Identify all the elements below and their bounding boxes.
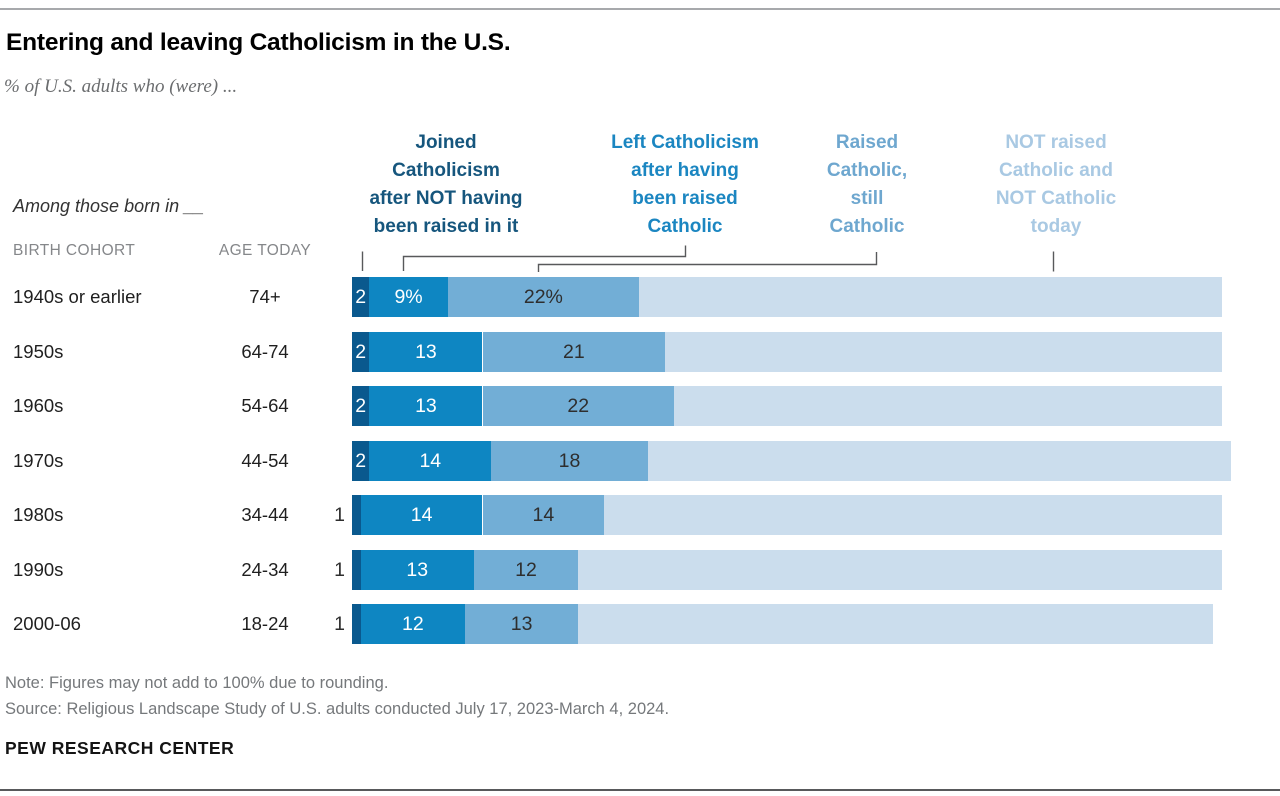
bar-segment-joined: 2 xyxy=(352,441,370,481)
legend-line: Raised xyxy=(835,132,899,153)
bar-segment-not-raised xyxy=(639,277,1222,317)
legend-line: Catholic, xyxy=(826,160,908,181)
bar-segment-left: 14 xyxy=(369,441,492,481)
bar-segment-not-raised xyxy=(665,332,1222,372)
legend-line: after NOT having xyxy=(369,188,523,209)
age-today-label: 54-64 xyxy=(241,395,289,416)
bar-segment-left: 12 xyxy=(360,604,466,644)
age-today-label: 64-74 xyxy=(241,341,289,362)
legend-line: Catholicism xyxy=(392,160,500,181)
age-today-label: 24-34 xyxy=(241,559,289,580)
bottom-divider xyxy=(0,789,1280,791)
bar-segment-joined xyxy=(352,604,361,644)
bar-segment-raised-still: 13 xyxy=(465,604,579,644)
chart-subtitle: % of U.S. adults who (were) ... xyxy=(4,76,238,97)
legend-line: after having xyxy=(631,160,739,181)
legend-line: NOT raised xyxy=(1005,132,1107,153)
bar-segment-joined: 2 xyxy=(352,277,370,317)
age-today-label: 74+ xyxy=(249,286,281,307)
page-title: Entering and leaving Catholicism in the … xyxy=(6,29,511,56)
birth-cohort-label: 1960s xyxy=(13,395,64,416)
birth-cohort-label: 1940s or earlier xyxy=(13,286,142,307)
bar-segment-not-raised xyxy=(578,604,1214,644)
bar-segment-joined: 2 xyxy=(352,386,370,426)
legend-joined: Joined Catholicism after NOT having been ra… xyxy=(366,129,526,241)
bar-segment-not-raised xyxy=(647,441,1231,481)
bar-value-label: 1 xyxy=(334,613,345,635)
column-header-age-today: AGE TODAY xyxy=(218,242,312,259)
bar-segment-left: 14 xyxy=(360,495,483,535)
legend-line: been raised xyxy=(632,188,738,209)
legend-left: Left Catholicism after having been raised C… xyxy=(611,129,759,241)
birth-cohort-label: 1990s xyxy=(13,559,64,580)
legend-line: today xyxy=(1030,216,1082,237)
bar-segment-not-raised xyxy=(604,495,1222,535)
top-divider xyxy=(0,8,1280,10)
stacked-bar: 1121373 xyxy=(334,604,1252,644)
group-label: Among those born in __ xyxy=(13,196,205,216)
legend-line: Joined xyxy=(415,132,477,153)
column-header-birth-cohort: BIRTH COHORT xyxy=(13,242,136,259)
chart-row: 1960s 54-64 2132263 xyxy=(0,386,1280,426)
bar-value-label: 1 xyxy=(334,559,345,581)
stacked-bar: 29%22%67% xyxy=(352,277,1252,317)
brand-label: PEW RESEARCH CENTER xyxy=(5,738,235,758)
bar-segment-joined xyxy=(352,495,361,535)
bar-segment-left: 13 xyxy=(369,332,483,372)
birth-cohort-label: 2000-06 xyxy=(13,613,81,634)
legend-not-raised: NOT raised Catholic and NOT Catholic today xyxy=(980,129,1132,241)
bar-segment-left: 9% xyxy=(369,277,448,317)
bar-segment-not-raised xyxy=(578,550,1222,590)
legend-line: Catholic and xyxy=(998,160,1113,181)
bar-value-label: 1 xyxy=(334,504,345,526)
age-today-label: 44-54 xyxy=(241,450,289,471)
chart-row: 1950s 64-74 2132164 xyxy=(0,332,1280,372)
birth-cohort-label: 1970s xyxy=(13,450,64,471)
chart-row: 1970s 44-54 2141867 xyxy=(0,441,1280,481)
stacked-bar: 2132164 xyxy=(352,332,1252,372)
bar-segment-left: 13 xyxy=(360,550,474,590)
birth-cohort-label: 1980s xyxy=(13,504,64,525)
legend-line: NOT Catholic xyxy=(995,188,1117,209)
age-today-label: 18-24 xyxy=(241,613,289,634)
bar-segment-raised-still: 14 xyxy=(482,495,605,535)
stacked-bar: 1141471 xyxy=(334,495,1252,535)
bar-segment-raised-still: 22 xyxy=(482,386,674,426)
stacked-bar: 2141867 xyxy=(352,441,1252,481)
bar-segment-joined: 2 xyxy=(352,332,370,372)
bar-segment-left: 13 xyxy=(369,386,483,426)
chart-row: 1940s or earlier 74+ 29%22%67% xyxy=(0,277,1280,317)
stacked-bar: 1131274 xyxy=(334,550,1252,590)
legend-line: Catholic xyxy=(829,216,905,237)
bar-segment-raised-still: 12 xyxy=(473,550,579,590)
bar-segment-not-raised xyxy=(673,386,1222,426)
birth-cohort-label: 1950s xyxy=(13,341,64,362)
source-line: Source: Religious Landscape Study of U.S… xyxy=(5,700,670,718)
bar-segment-joined xyxy=(352,550,361,590)
stacked-bar: 2132263 xyxy=(352,386,1252,426)
legend-line: Left Catholicism xyxy=(611,132,759,153)
legend-raised-still: Raised Catholic, still Catholic xyxy=(815,129,919,241)
bar-segment-raised-still: 18 xyxy=(491,441,648,481)
age-today-label: 34-44 xyxy=(241,504,289,525)
legend-line: been raised in it xyxy=(373,216,519,237)
bar-segment-raised-still: 22% xyxy=(447,277,640,317)
footnote: Note: Figures may not add to 100% due to… xyxy=(5,674,389,692)
legend-line: Catholic xyxy=(647,216,723,237)
legend-line: still xyxy=(850,188,884,209)
bar-segment-raised-still: 21 xyxy=(482,332,666,372)
